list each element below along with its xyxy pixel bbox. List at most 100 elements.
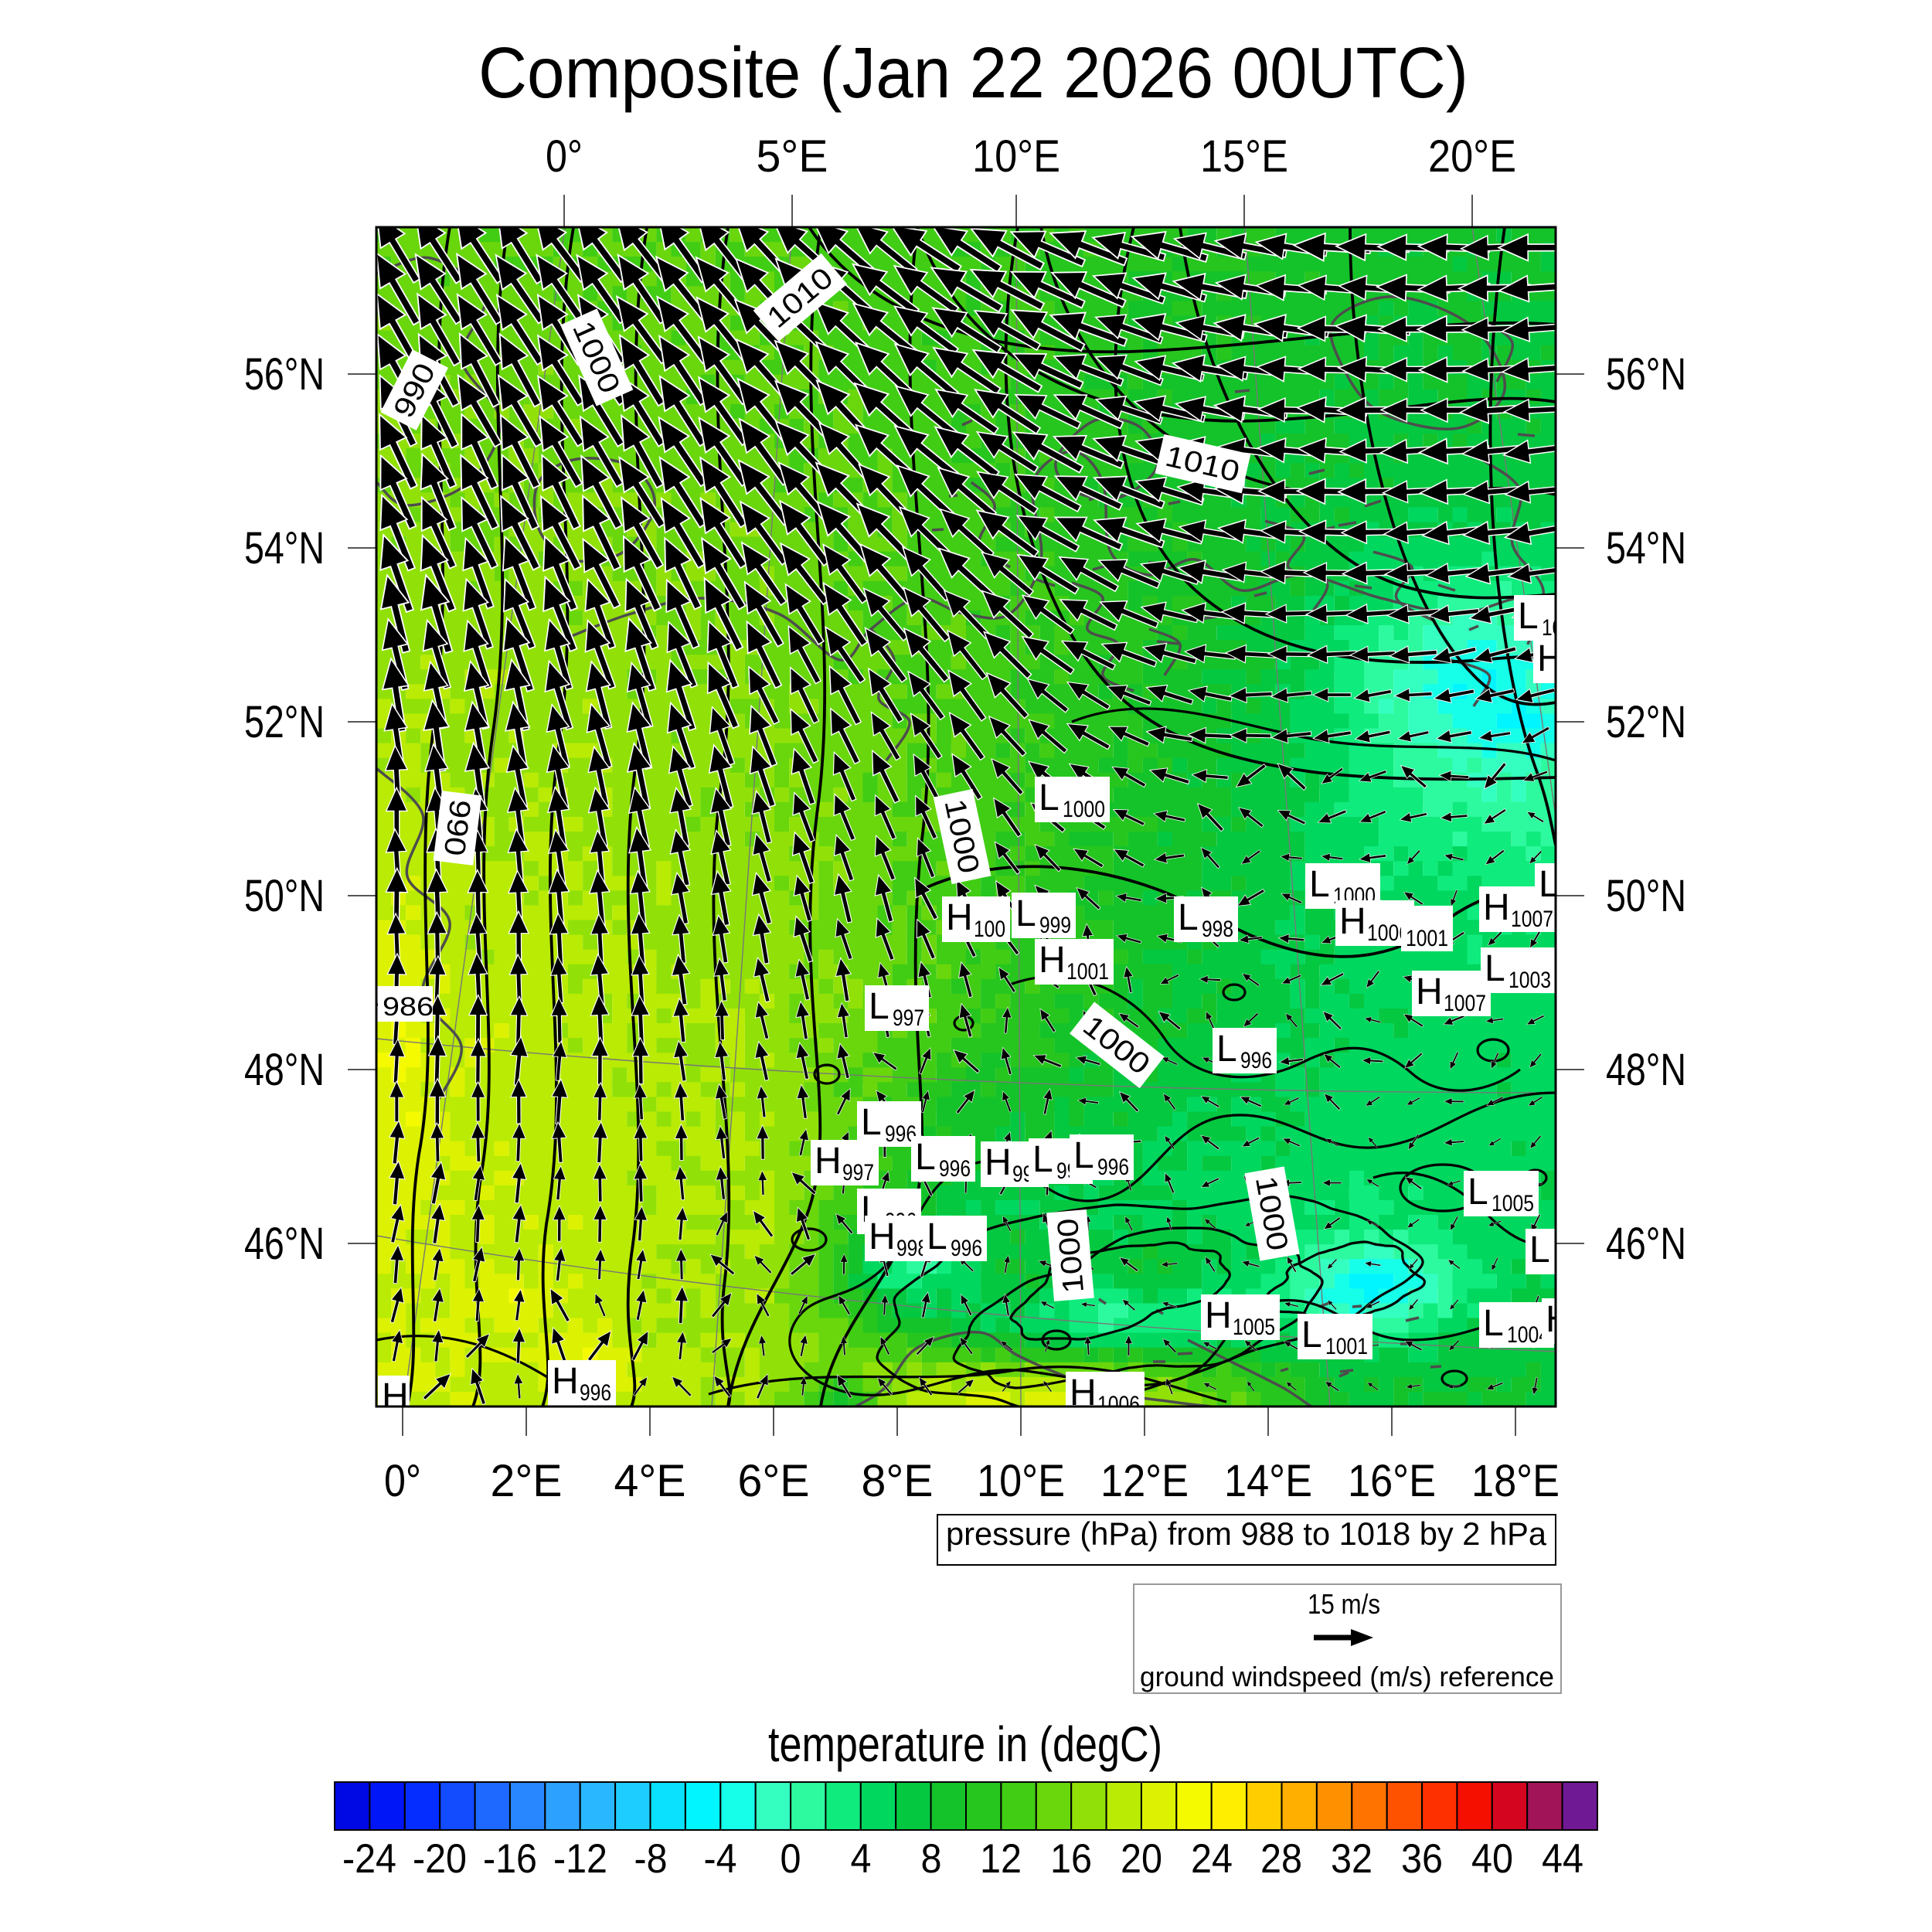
svg-text:L: L [1301,1315,1322,1355]
svg-text:L: L [1073,1135,1094,1176]
svg-text:1007: 1007 [1444,991,1486,1016]
svg-text:36: 36 [1401,1836,1443,1882]
svg-text:L: L [1309,864,1330,905]
svg-text:L: L [1485,948,1505,989]
svg-text:54°N: 54°N [244,523,325,573]
svg-text:46°N: 46°N [244,1219,325,1269]
svg-text:996: 996 [580,1380,611,1406]
svg-text:1006: 1006 [1097,1392,1140,1417]
svg-text:10°E: 10°E [977,1456,1065,1506]
svg-text:L: L [915,1137,936,1178]
svg-text:0°: 0° [384,1456,421,1506]
svg-text:1007: 1007 [1511,906,1553,932]
svg-text:100: 100 [1542,615,1573,641]
svg-text:1005: 1005 [1492,1191,1534,1216]
svg-text:H: H [1070,1372,1097,1413]
svg-text:56°N: 56°N [1606,349,1686,400]
svg-text:Composite (Jan 22 2026 00UTC): Composite (Jan 22 2026 00UTC) [478,32,1468,113]
svg-text:L: L [1518,596,1539,637]
svg-text:996: 996 [951,1236,982,1261]
svg-text:52°N: 52°N [1606,697,1686,747]
svg-text:14°E: 14°E [1224,1456,1312,1506]
svg-text:12°E: 12°E [1100,1456,1189,1506]
svg-text:1001: 1001 [1066,959,1109,985]
svg-text:H: H [946,897,973,938]
svg-text:0: 0 [781,1836,801,1882]
svg-text:50°N: 50°N [244,871,325,921]
svg-text:997: 997 [842,1160,874,1185]
svg-text:L: L [1539,864,1560,905]
svg-text:-12: -12 [553,1836,607,1882]
svg-text:20°E: 20°E [1428,131,1516,182]
svg-text:52°N: 52°N [244,697,325,747]
svg-text:L: L [861,1102,882,1143]
svg-text:1003: 1003 [1509,968,1551,993]
svg-text:H: H [1039,940,1066,981]
svg-text:L: L [1015,893,1036,934]
svg-text:L: L [1468,1172,1488,1213]
svg-text:-8: -8 [634,1836,668,1882]
svg-text:L: L [1483,1303,1504,1344]
svg-text:100: 100 [974,917,1005,942]
svg-text:L: L [1216,1029,1237,1070]
svg-text:H: H [1483,887,1510,928]
svg-text:996: 996 [939,1156,971,1182]
svg-text:L: L [1032,1139,1053,1180]
svg-text:1000: 1000 [1052,1217,1090,1294]
svg-text:H: H [1416,971,1443,1012]
svg-text:986: 986 [383,992,434,1022]
svg-text:-20: -20 [413,1836,467,1882]
svg-text:H: H [382,1376,409,1417]
svg-text:15°E: 15°E [1200,131,1288,182]
svg-text:5°E: 5°E [757,131,828,182]
svg-text:996: 996 [1097,1155,1129,1180]
svg-text:18°E: 18°E [1471,1456,1560,1506]
svg-text:998: 998 [1202,917,1233,942]
svg-text:32: 32 [1331,1836,1372,1882]
svg-text:H: H [1546,1299,1573,1340]
svg-text:990: 990 [437,798,477,858]
svg-text:20: 20 [1121,1836,1162,1882]
svg-text:H: H [1339,901,1366,942]
svg-text:H: H [1537,638,1564,679]
svg-text:1001: 1001 [1406,926,1448,951]
svg-text:997: 997 [893,1005,924,1031]
svg-text:L: L [1529,1230,1550,1270]
svg-text:8°E: 8°E [862,1456,934,1506]
svg-text:1001: 1001 [1325,1334,1368,1359]
svg-text:H: H [552,1361,579,1402]
svg-text:996: 996 [1240,1048,1272,1073]
svg-text:-16: -16 [483,1836,537,1882]
svg-text:16: 16 [1050,1836,1092,1882]
svg-text:56°N: 56°N [244,349,325,400]
svg-text:48°N: 48°N [1606,1045,1686,1095]
svg-text:4°E: 4°E [614,1456,686,1506]
svg-text:L: L [1178,897,1199,938]
svg-text:4: 4 [851,1836,872,1882]
svg-text:0°: 0° [546,131,583,182]
svg-text:48°N: 48°N [244,1045,325,1095]
svg-text:40: 40 [1471,1836,1513,1882]
svg-text:24: 24 [1191,1836,1233,1882]
svg-text:1005: 1005 [1233,1315,1275,1340]
svg-text:L: L [1039,777,1060,818]
svg-text:46°N: 46°N [1606,1219,1686,1269]
svg-text:2°E: 2°E [491,1456,563,1506]
svg-text:28: 28 [1260,1836,1302,1882]
svg-text:H: H [985,1142,1012,1183]
svg-text:-24: -24 [342,1836,396,1882]
svg-text:8: 8 [921,1836,942,1882]
svg-text:16°E: 16°E [1348,1456,1436,1506]
svg-text:50°N: 50°N [1606,871,1686,921]
svg-text:L: L [869,986,889,1027]
svg-text:-4: -4 [704,1836,737,1882]
svg-text:54°N: 54°N [1606,523,1686,573]
svg-text:temperature in (degC): temperature in (degC) [768,1716,1162,1772]
svg-text:12: 12 [980,1836,1022,1882]
svg-text:ground windspeed (m/s) referen: ground windspeed (m/s) reference [1140,1661,1554,1692]
svg-text:pressure (hPa) from 988 to 101: pressure (hPa) from 988 to 1018 by 2 hPa [946,1515,1547,1552]
svg-text:10°E: 10°E [972,131,1060,182]
svg-text:H: H [815,1141,842,1182]
svg-text:6°E: 6°E [738,1456,810,1506]
svg-text:44: 44 [1542,1836,1583,1882]
